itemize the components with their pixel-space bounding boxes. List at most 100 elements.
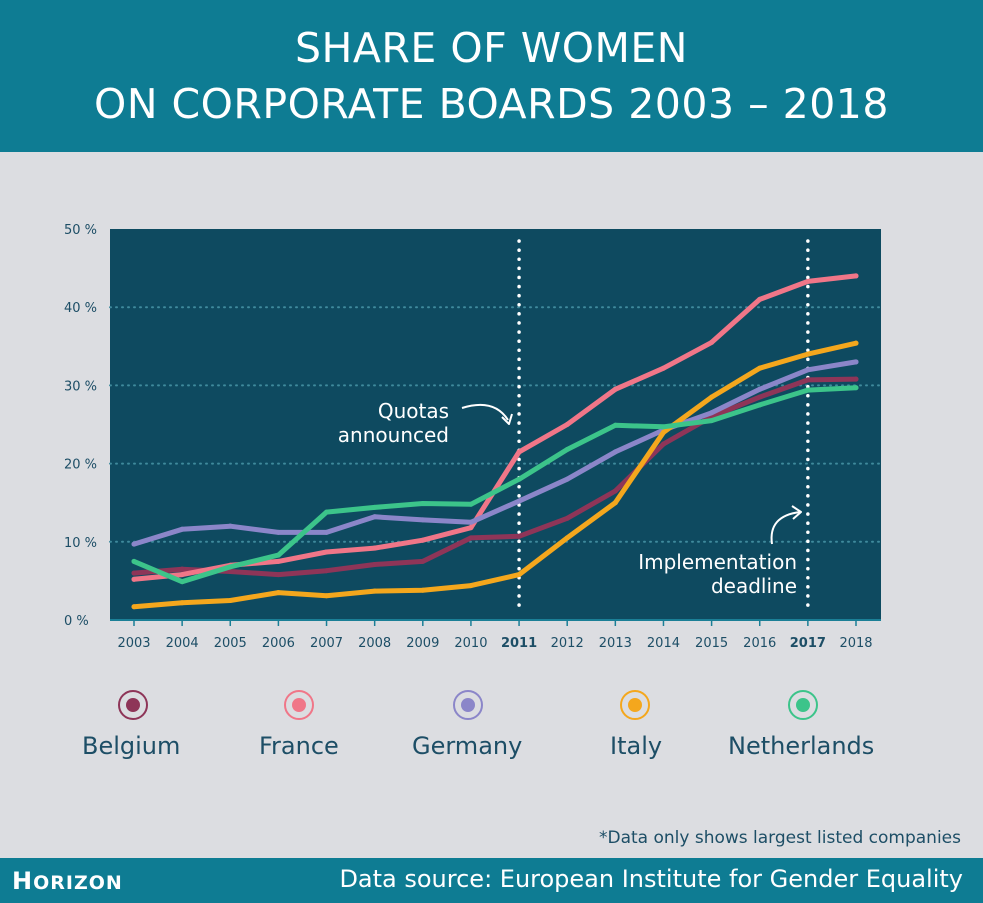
data-point-netherlands (468, 501, 474, 507)
annotation-quotas-line2: announced (338, 423, 449, 447)
legend-label-italy: Italy (610, 732, 663, 760)
data-point-france (275, 558, 281, 564)
data-source: Data source: European Institute for Gend… (339, 865, 963, 893)
data-point-netherlands (612, 422, 618, 428)
logo-rest: ORIZON (33, 872, 123, 894)
data-point-germany (179, 526, 185, 532)
annotation-deadline-line2: deadline (711, 574, 797, 598)
x-tick-label: 2008 (358, 636, 391, 651)
data-point-germany (372, 514, 378, 520)
data-point-netherlands (564, 447, 570, 453)
data-point-netherlands (324, 509, 330, 515)
data-point-germany (757, 386, 763, 392)
legend-label-belgium: Belgium (82, 732, 181, 760)
data-point-france (853, 273, 859, 279)
data-point-italy (179, 600, 185, 606)
line-chart: 0 % 10 % 20 % 30 % 40 % 50 % 2003 2004 2005 2006… (64, 223, 882, 651)
data-point-belgium (227, 569, 233, 575)
series-line-netherlands (131, 385, 859, 585)
data-point-belgium (420, 558, 426, 564)
annotation-arrowhead-quotas (501, 413, 513, 425)
data-point-france (131, 576, 137, 582)
data-point-netherlands (372, 504, 378, 510)
chart-title-line-2: ON CORPORATE BOARDS 2003 – 2018 (94, 80, 889, 128)
data-point-belgium (660, 441, 666, 447)
data-point-belgium (131, 570, 137, 576)
plot-area (110, 229, 881, 620)
data-point-belgium (757, 394, 763, 400)
data-point-belgium (564, 515, 570, 521)
series-line-germany (131, 359, 859, 547)
series-line-belgium (131, 376, 859, 578)
data-point-germany (275, 529, 281, 535)
data-point-italy (372, 588, 378, 594)
data-point-germany (564, 476, 570, 482)
annotation-arrow-deadline (770, 511, 801, 545)
data-point-italy (660, 429, 666, 435)
data-point-netherlands (131, 558, 137, 564)
data-point-italy (564, 535, 570, 541)
legend-swatch-netherlands (788, 690, 818, 720)
data-point-germany (227, 523, 233, 529)
data-point-france (564, 422, 570, 427)
x-tick-label: 2015 (695, 636, 728, 651)
data-point-netherlands (275, 552, 281, 558)
data-point-italy (227, 597, 233, 603)
data-point-germany (468, 519, 474, 525)
x-tick-label: 2013 (599, 636, 632, 651)
annotation-arrowhead-deadline (791, 505, 802, 520)
annotation-arrow-quotas (461, 404, 509, 421)
data-point-germany (853, 359, 859, 365)
legend-item-germany: Germany (412, 690, 612, 770)
legend-item-italy: Italy (610, 690, 810, 770)
legend-item-belgium: Belgium (82, 690, 282, 770)
data-point-belgium (179, 566, 185, 572)
legend-label-germany: Germany (412, 732, 523, 760)
data-point-netherlands (660, 424, 666, 430)
horizon-logo: HORIZON (12, 867, 123, 895)
data-point-france (757, 296, 763, 302)
data-point-italy (324, 593, 330, 599)
y-tick-label: 20 % (64, 458, 97, 473)
data-point-italy (275, 590, 281, 596)
data-point-france (805, 278, 811, 284)
data-point-italy (612, 500, 618, 506)
y-tick-label: 30 % (64, 379, 97, 394)
chart-title-line-1: SHARE OF WOMEN (295, 24, 688, 72)
data-point-belgium (468, 535, 474, 541)
x-tick-label: 2003 (117, 636, 150, 651)
legend-item-netherlands: Netherlands (728, 690, 928, 770)
data-point-france (179, 572, 185, 578)
data-point-netherlands (179, 579, 185, 585)
data-point-belgium (275, 572, 281, 578)
legend-item-france: France (259, 690, 459, 770)
x-tick-label: 2009 (406, 636, 439, 651)
data-point-italy (420, 587, 426, 593)
data-point-france (516, 449, 522, 455)
data-point-belgium (516, 533, 522, 539)
data-point-france (420, 537, 426, 543)
x-tick-label: 2004 (166, 636, 199, 651)
data-point-italy (757, 365, 763, 371)
x-tick-label: 2011 (501, 636, 537, 651)
data-point-germany (131, 541, 137, 547)
data-point-italy (516, 572, 522, 578)
legend-swatch-france (284, 690, 314, 720)
x-tick-label: 2010 (454, 636, 487, 651)
data-point-netherlands (757, 402, 763, 408)
x-tick-label: 2017 (790, 636, 826, 651)
data-point-italy (131, 604, 137, 610)
data-point-netherlands (853, 385, 859, 391)
data-point-netherlands (709, 418, 715, 424)
y-tick-label: 50 % (64, 223, 97, 238)
data-point-italy (853, 340, 859, 346)
footer-bar: HORIZON Data source: European Institute … (0, 858, 983, 903)
data-point-france (324, 549, 330, 555)
data-point-germany (516, 498, 522, 504)
data-point-belgium (372, 561, 378, 567)
data-point-france (660, 365, 666, 371)
legend-swatch-belgium (118, 690, 148, 720)
legend-label-netherlands: Netherlands (728, 732, 875, 760)
x-tick-label: 2014 (647, 636, 680, 651)
annotation-quotas-line1: Quotas (378, 399, 449, 423)
